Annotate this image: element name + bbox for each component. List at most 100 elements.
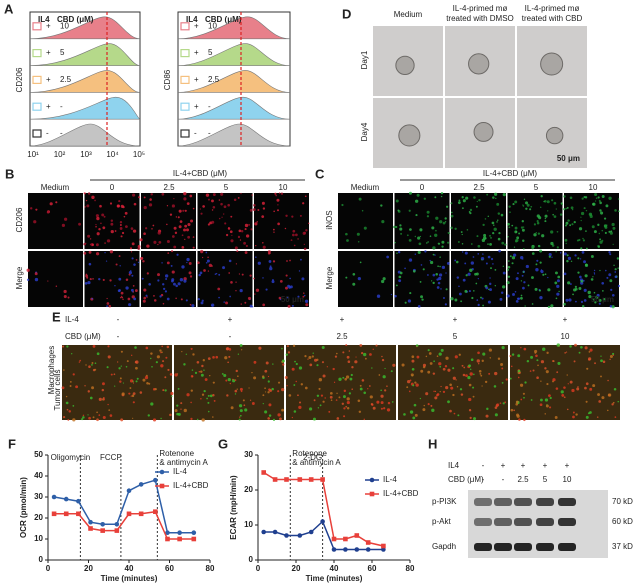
cell bbox=[537, 232, 541, 235]
cell bbox=[249, 304, 253, 308]
cell bbox=[594, 192, 598, 197]
cell bbox=[89, 277, 92, 281]
cell bbox=[304, 195, 307, 198]
cell bbox=[541, 234, 545, 238]
cell bbox=[553, 215, 557, 218]
cell bbox=[421, 298, 424, 301]
cell bbox=[614, 209, 617, 212]
cell bbox=[598, 298, 602, 302]
cell bbox=[82, 416, 85, 419]
legend-marker bbox=[369, 477, 375, 483]
cell bbox=[416, 355, 420, 359]
cell bbox=[284, 227, 287, 230]
cell bbox=[261, 375, 265, 378]
cell bbox=[109, 279, 112, 282]
cell bbox=[431, 280, 433, 282]
cell bbox=[444, 217, 447, 220]
cell bbox=[381, 358, 385, 362]
cell bbox=[239, 414, 242, 417]
cell bbox=[47, 280, 49, 282]
cell bbox=[357, 277, 361, 281]
cell bbox=[159, 295, 162, 298]
cell bbox=[184, 224, 188, 228]
cell bbox=[205, 193, 210, 197]
cell bbox=[334, 355, 338, 358]
cell bbox=[130, 354, 133, 357]
cell bbox=[142, 260, 145, 263]
cell bbox=[207, 357, 211, 360]
cell bbox=[287, 304, 291, 308]
cell bbox=[597, 196, 600, 199]
cell bbox=[513, 253, 517, 257]
cell bbox=[201, 299, 204, 302]
cell bbox=[361, 351, 364, 355]
cell bbox=[198, 273, 201, 277]
band bbox=[514, 518, 532, 526]
cell bbox=[438, 352, 442, 356]
cell bbox=[249, 399, 252, 401]
cell bbox=[439, 265, 441, 268]
legend-label: IL-4+CBD bbox=[173, 481, 209, 490]
cell bbox=[277, 222, 280, 226]
cell bbox=[244, 228, 247, 231]
cell bbox=[181, 265, 185, 269]
cell bbox=[614, 271, 617, 273]
cell bbox=[212, 193, 216, 196]
cell bbox=[434, 233, 438, 237]
cell bbox=[87, 280, 91, 285]
cell bbox=[450, 297, 454, 301]
cell bbox=[114, 285, 116, 287]
cell bbox=[616, 257, 620, 260]
cell bbox=[207, 256, 209, 259]
cell bbox=[201, 418, 205, 422]
cell bbox=[183, 191, 187, 196]
cell bbox=[238, 418, 241, 421]
cell bbox=[91, 364, 93, 366]
cell bbox=[107, 403, 109, 406]
cell bbox=[464, 251, 468, 255]
band bbox=[514, 543, 532, 551]
cell bbox=[133, 297, 137, 301]
cell bbox=[139, 238, 143, 242]
cell bbox=[546, 382, 549, 386]
micrograph bbox=[564, 193, 619, 249]
cell bbox=[254, 293, 256, 295]
point bbox=[100, 522, 105, 527]
cell bbox=[132, 291, 135, 293]
legend-marker bbox=[159, 469, 165, 475]
cell bbox=[207, 410, 210, 413]
cell bbox=[26, 278, 30, 281]
cell bbox=[472, 386, 475, 389]
cell bbox=[114, 230, 117, 232]
cell bbox=[316, 364, 319, 367]
cell bbox=[464, 262, 467, 265]
cell bbox=[446, 261, 450, 265]
cell bbox=[418, 242, 422, 246]
cell bbox=[152, 224, 155, 227]
cell bbox=[482, 304, 485, 307]
cell bbox=[386, 255, 390, 259]
cell bbox=[536, 214, 540, 218]
cell bbox=[303, 231, 307, 235]
cell bbox=[419, 397, 422, 400]
cell bbox=[124, 211, 128, 215]
cell bbox=[448, 232, 451, 235]
event-label: & antimycin A bbox=[292, 458, 341, 467]
cell bbox=[69, 385, 72, 388]
cell bbox=[585, 209, 588, 212]
micrograph bbox=[510, 345, 620, 420]
cell bbox=[482, 253, 484, 255]
cell bbox=[177, 387, 180, 390]
cell bbox=[481, 259, 483, 261]
panel-label: D bbox=[342, 6, 351, 21]
cell bbox=[380, 204, 383, 207]
cell bbox=[89, 243, 92, 246]
cell bbox=[184, 209, 187, 212]
cell bbox=[328, 410, 331, 413]
cell bbox=[554, 271, 558, 275]
cell bbox=[342, 395, 346, 399]
cell bbox=[430, 404, 433, 407]
cell bbox=[612, 401, 615, 404]
cell bbox=[280, 192, 284, 195]
cell bbox=[598, 302, 601, 305]
